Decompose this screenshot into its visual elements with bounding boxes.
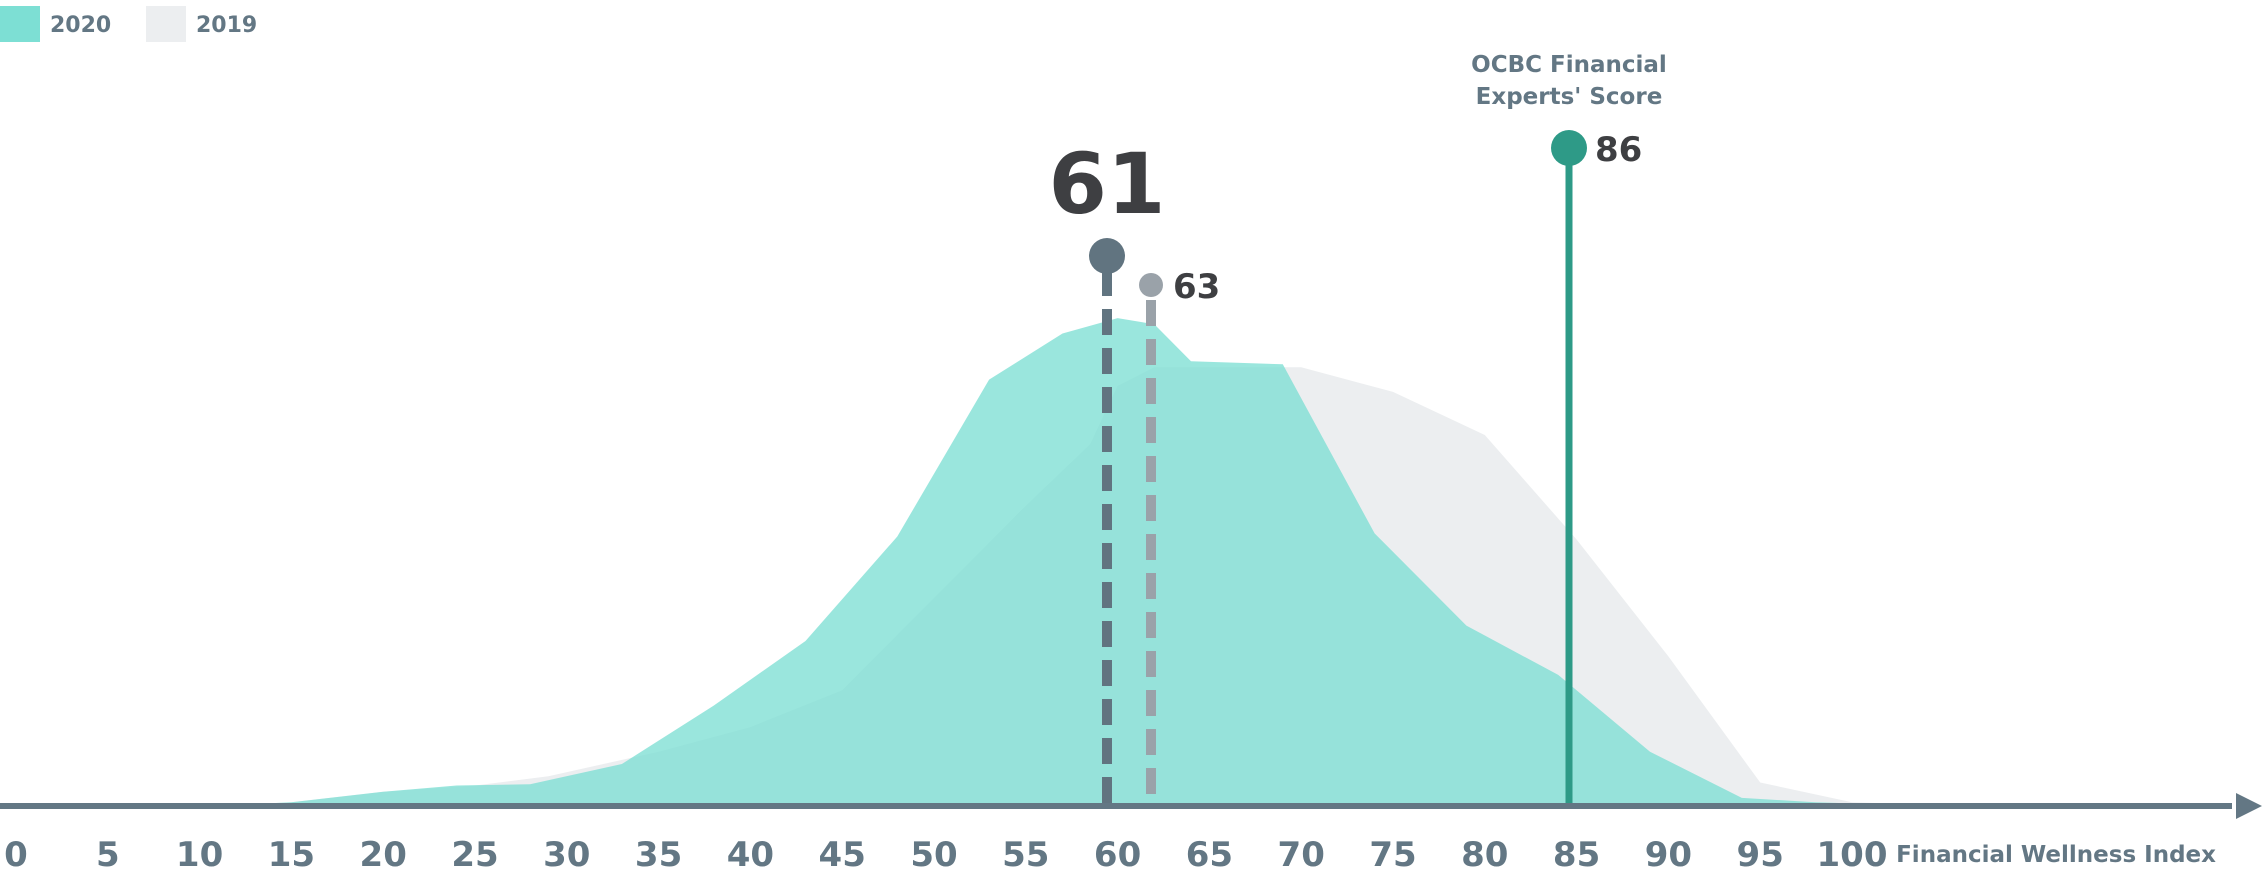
expert-label-line-1: OCBC Financial — [1471, 52, 1667, 78]
x-tick-55: 55 — [1002, 835, 1049, 875]
x-tick-35: 35 — [635, 835, 682, 875]
x-tick-25: 25 — [451, 835, 498, 875]
marker-dot-expert — [1551, 130, 1587, 166]
marker-label-2019: 63 — [1173, 267, 1220, 307]
x-tick-45: 45 — [819, 835, 866, 875]
x-tick-90: 90 — [1645, 835, 1692, 875]
x-tick-15: 15 — [268, 835, 315, 875]
x-tick-95: 95 — [1737, 835, 1784, 875]
x-tick-100: 100 — [1817, 835, 1888, 875]
x-tick-70: 70 — [1278, 835, 1325, 875]
legend-label-2020: 2020 — [50, 13, 111, 38]
area-series-2020 — [254, 318, 1871, 804]
legend: 2020 2019 — [0, 6, 257, 42]
x-axis-title: Financial Wellness Index — [1896, 842, 2216, 868]
x-tick-20: 20 — [360, 835, 407, 875]
marker-label-2020: 61 — [1049, 135, 1166, 233]
x-axis: 0 5 10 15 20 25 30 35 40 45 50 55 60 65 70 75 80 85 90 95 10… — [0, 793, 2262, 875]
x-tick-30: 30 — [543, 835, 590, 875]
area-series-group — [254, 318, 1908, 804]
legend-swatch-2019 — [146, 6, 186, 42]
x-tick-5: 5 — [96, 835, 120, 875]
legend-label-2019: 2019 — [196, 13, 257, 38]
x-tick-65: 65 — [1186, 835, 1233, 875]
x-tick-10: 10 — [176, 835, 223, 875]
marker-label-expert: 86 — [1595, 130, 1642, 170]
legend-swatch-2020 — [0, 6, 40, 42]
x-axis-arrow-icon — [2236, 793, 2262, 819]
x-tick-0: 0 — [4, 835, 28, 875]
x-tick-40: 40 — [727, 835, 774, 875]
x-axis-ticks: 0 5 10 15 20 25 30 35 40 45 50 55 60 65 70 75 80 85 90 95 10… — [4, 835, 1887, 875]
x-tick-80: 80 — [1461, 835, 1508, 875]
expert-score-label: OCBC Financial Experts' Score — [1471, 52, 1667, 110]
x-tick-50: 50 — [910, 835, 957, 875]
marker-dot-2020 — [1089, 238, 1125, 274]
expert-label-line-2: Experts' Score — [1476, 84, 1663, 110]
x-tick-60: 60 — [1094, 835, 1141, 875]
x-tick-75: 75 — [1369, 835, 1416, 875]
x-tick-85: 85 — [1553, 835, 1600, 875]
marker-dot-2019 — [1139, 273, 1163, 297]
